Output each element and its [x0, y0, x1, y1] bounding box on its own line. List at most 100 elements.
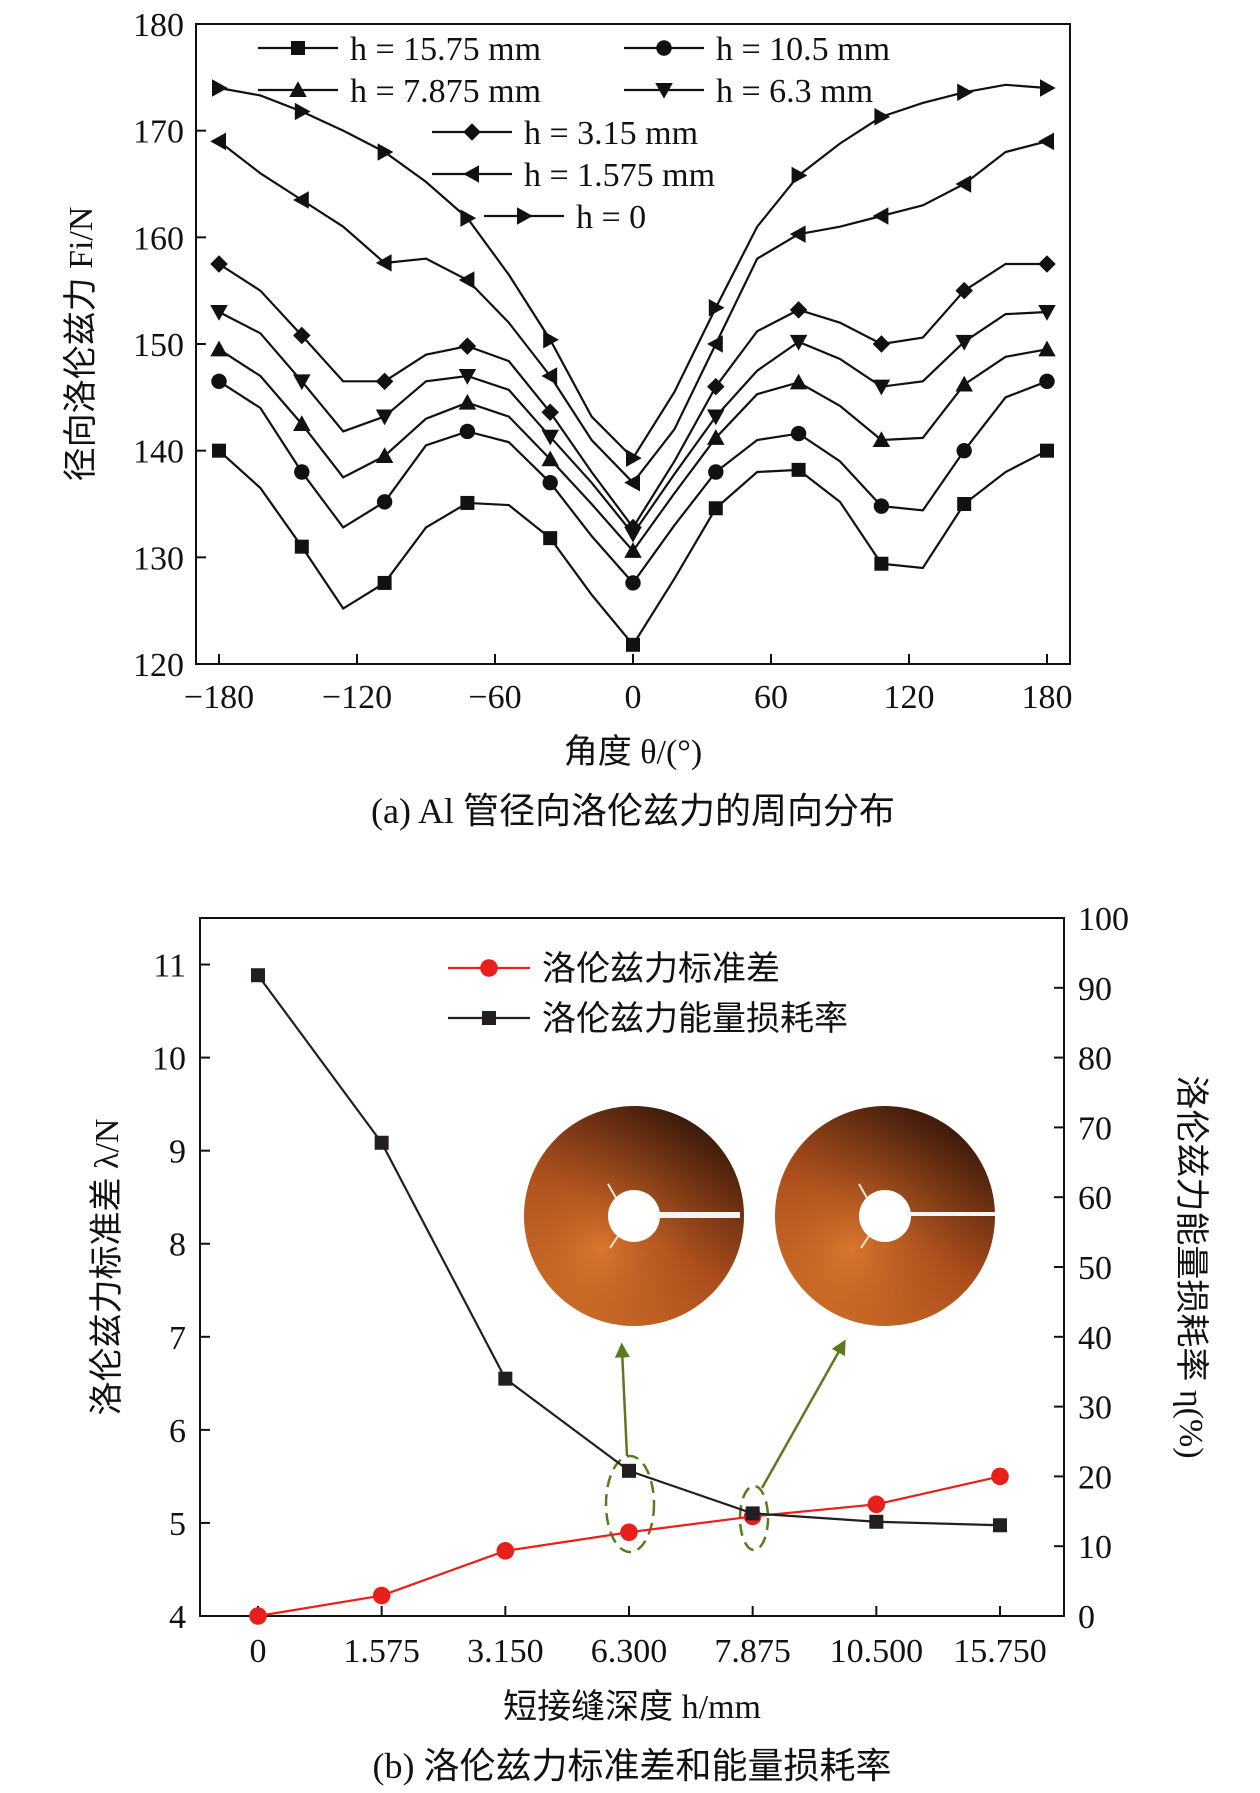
a-data-point	[1040, 443, 1054, 458]
b-ytick-right-label: 60	[1078, 1180, 1112, 1217]
a-data-point	[955, 175, 972, 193]
annotation-arrow-right	[760, 1339, 846, 1489]
a-data-point	[460, 209, 477, 227]
b-ytick-left-label: 6	[169, 1413, 186, 1450]
chart-a-series	[210, 79, 1056, 652]
a-data-point	[626, 449, 642, 467]
a-ytick-label: 130	[133, 540, 184, 577]
b-legend-marker	[482, 1011, 496, 1025]
a-data-point	[708, 298, 725, 317]
a-data-point	[1038, 340, 1056, 357]
a-data-point	[375, 372, 394, 391]
a-data-point	[957, 83, 973, 102]
a-legend-label: h = 3.15 mm	[524, 115, 698, 152]
annotation-arrow-left	[614, 1342, 630, 1457]
a-data-point	[458, 393, 477, 410]
b-data-point	[496, 1542, 515, 1560]
a-data-point	[707, 429, 725, 445]
b-data-point	[251, 968, 265, 983]
a-xtick-label: −180	[184, 679, 254, 716]
a-data-point	[294, 464, 310, 480]
disk-illustration-left	[524, 1106, 744, 1326]
b-data-point	[498, 1371, 513, 1386]
a-data-point	[458, 271, 475, 289]
a-data-point	[542, 474, 558, 491]
a-data-point	[541, 367, 558, 385]
b-data-point	[745, 1506, 760, 1521]
a-data-point	[294, 539, 309, 554]
a-data-point	[293, 191, 309, 209]
a-ytick-label: 120	[133, 647, 184, 684]
b-legend-label: 洛伦兹力标准差	[542, 950, 780, 988]
a-data-point	[1039, 373, 1055, 390]
a-legend-label: h = 10.5 mm	[716, 31, 890, 68]
b-xtick-label: 0	[250, 1633, 267, 1670]
a-data-point	[375, 254, 392, 272]
b-ytick-right-label: 90	[1078, 971, 1112, 1008]
highlight-ellipse-6300	[604, 1454, 656, 1554]
a-data-point	[790, 425, 807, 442]
b-ytick-right-label: 40	[1078, 1320, 1112, 1357]
chart-a-ylabel: 径向洛伦兹力 Fi/N	[62, 207, 100, 482]
a-data-point	[707, 335, 723, 353]
a-data-point	[458, 337, 477, 355]
a-data-point	[212, 79, 228, 97]
b-xtick-label: 10.500	[830, 1633, 924, 1670]
a-data-point	[624, 542, 642, 558]
a-data-point	[1038, 132, 1054, 151]
b-data-point	[622, 1463, 636, 1478]
a-legend-label: h = 0	[576, 199, 646, 236]
a-data-point	[956, 442, 972, 459]
a-data-point	[458, 369, 477, 385]
b-xtick-label: 6.300	[591, 1633, 668, 1670]
a-legend-label: h = 6.3 mm	[716, 73, 873, 110]
a-data-point	[708, 501, 723, 516]
b-ytick-left-label: 8	[169, 1227, 186, 1264]
b-legend-marker	[480, 959, 498, 977]
a-data-point	[1038, 305, 1056, 321]
a-data-point	[955, 375, 973, 392]
a-data-point	[541, 450, 559, 467]
a-data-point	[375, 409, 394, 426]
a-data-point	[460, 495, 475, 510]
a-data-point	[789, 301, 808, 319]
a-legend-marker	[517, 207, 533, 225]
a-legend-marker	[463, 165, 479, 183]
chart-a: −180 −120 −60 0 60 120 180 120 130 140 150 160 170 18…	[62, 7, 1073, 831]
a-data-point	[872, 207, 889, 225]
a-data-point	[1040, 79, 1056, 97]
a-data-point	[872, 431, 891, 447]
a-legend-marker	[655, 83, 673, 99]
a-xtick-label: 180	[1022, 679, 1073, 716]
chart-a-xlabel: 角度 θ/(°)	[564, 733, 702, 771]
a-data-point	[624, 473, 640, 492]
a-xtick-label: 60	[754, 679, 788, 716]
a-data-point	[624, 518, 642, 537]
b-ytick-left-label: 7	[169, 1320, 186, 1357]
a-data-point	[626, 637, 640, 652]
a-legend-label: h = 15.75 mm	[350, 31, 541, 68]
b-ytick-right-label: 50	[1078, 1250, 1112, 1287]
chart-a-caption: (a) Al 管径向洛伦兹力的周向分布	[371, 791, 895, 831]
b-data-point	[372, 1586, 391, 1605]
a-data-point	[210, 305, 228, 321]
a-data-point	[377, 143, 394, 161]
a-data-point	[791, 462, 806, 477]
b-ytick-right-label: 20	[1078, 1459, 1112, 1496]
a-data-point	[375, 447, 394, 463]
disk-illustration-right	[775, 1106, 995, 1326]
a-data-point	[789, 334, 808, 351]
chart-a-legend: h = 15.75 mm h = 10.5 mm h = 7.875 mm h = 6…	[258, 31, 890, 236]
b-ytick-right-label: 100	[1078, 901, 1129, 938]
a-data-point	[459, 423, 476, 440]
b-ytick-right-label: 80	[1078, 1041, 1112, 1078]
a-legend-marker	[656, 40, 672, 56]
b-xtick-label: 3.150	[467, 1633, 544, 1670]
b-ytick-right-label: 70	[1078, 1110, 1112, 1147]
b-xtick-label: 15.750	[953, 1633, 1047, 1670]
a-data-point	[957, 497, 972, 511]
a-ytick-label: 170	[133, 114, 184, 151]
b-legend-label: 洛伦兹力能量损耗率	[542, 1000, 848, 1038]
a-data-point	[873, 498, 890, 514]
